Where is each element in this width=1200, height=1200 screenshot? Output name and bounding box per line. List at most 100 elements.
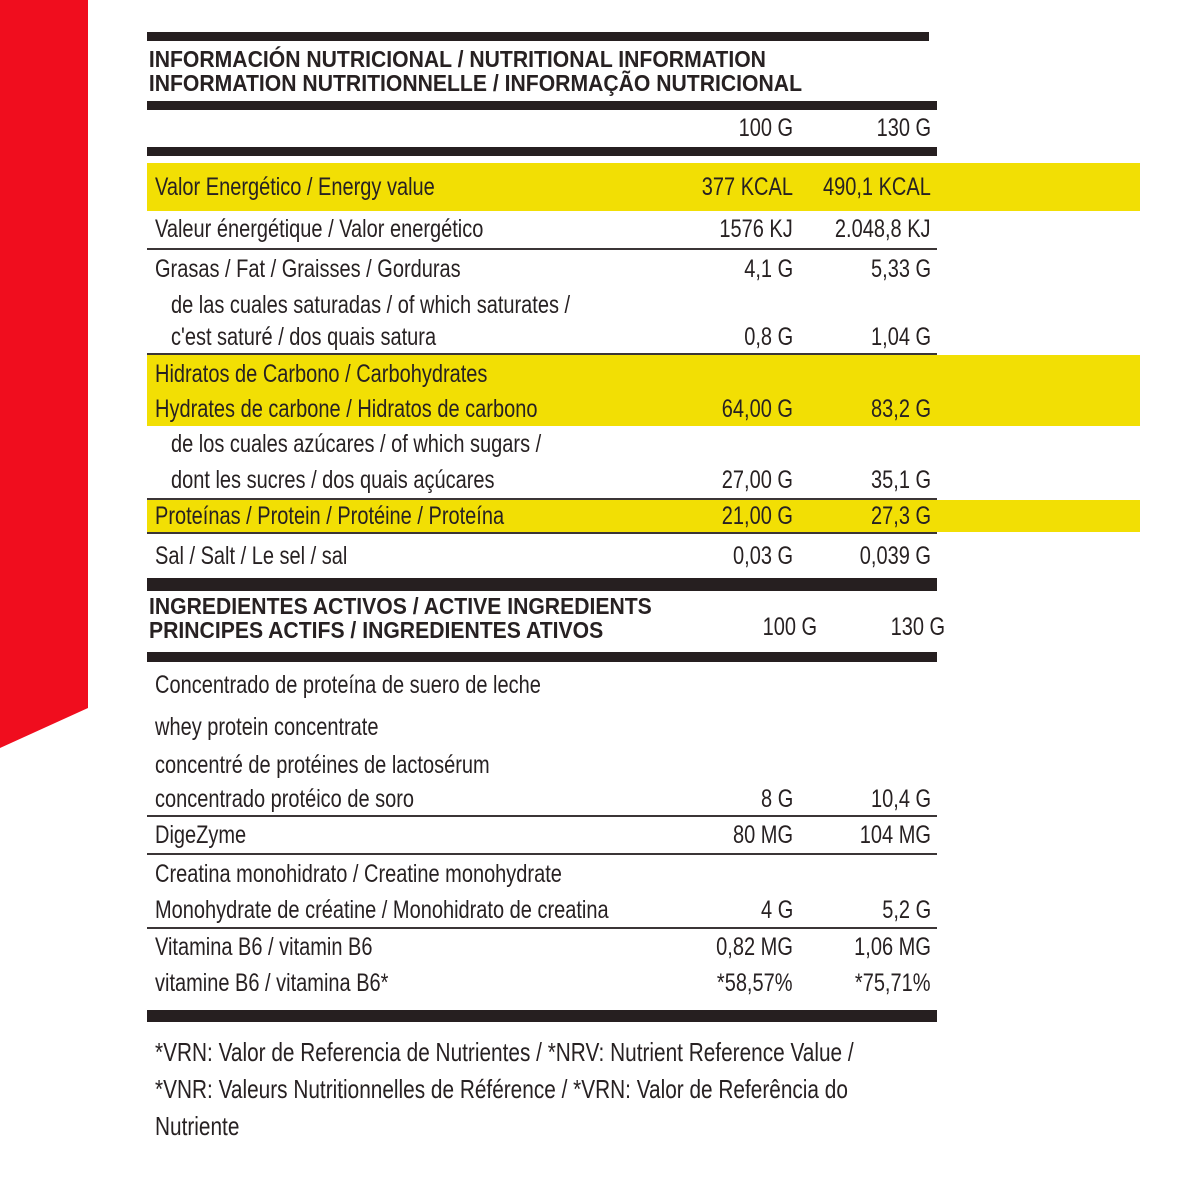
row-label: Hidratos de Carbono / Carbohydrates	[155, 359, 488, 388]
divider-bar	[147, 147, 937, 156]
row-label: Valeur énergétique / Valor energético	[155, 215, 484, 243]
row-divider-line	[147, 815, 937, 817]
row-value-130g	[793, 360, 931, 389]
row-value-100g	[663, 291, 793, 320]
table-row-protein: Proteínas / Protein / Protéine / Proteín…	[147, 500, 1140, 532]
table-row-whey-2: whey protein concentrate	[147, 708, 1140, 746]
table-row-energy-kcal: Valor Energético / Energy value 377 KCAL…	[147, 163, 1140, 211]
row-value-100g: 27,00 G	[721, 465, 793, 494]
section2-title: INGREDIENTES ACTIVOS / ACTIVE INGREDIENT…	[147, 594, 696, 642]
row-divider-line	[147, 853, 937, 855]
row-value-130g	[793, 671, 931, 700]
row-label: whey protein concentrate	[155, 712, 379, 741]
row-value-130g: 5,33 G	[870, 254, 931, 283]
footnote: *VRN: Valor de Referencia de Nutrientes …	[147, 1034, 1140, 1145]
row-value-100g: 1576 KJ	[719, 215, 793, 243]
table-row-digezyme: DigeZyme 80 MG 104 MG	[147, 817, 1140, 853]
table-row-energy-kj: Valeur énergétique / Valor energético 15…	[147, 211, 1140, 248]
row-value-130g: 1,04 G	[870, 323, 931, 351]
row-label: de los cuales azúcares / of which sugars…	[171, 429, 542, 458]
table-row-saturates-1: de las cuales saturadas / of which satur…	[147, 288, 1140, 322]
table-row-whey-3: concentré de protéines de lactosérum	[147, 746, 1140, 784]
table-row-creatine-1: Creatina monohidrato / Creatine monohydr…	[147, 855, 1140, 893]
row-value-130g: 10,4 G	[870, 785, 931, 813]
row-label: Hydrates de carbone / Hidratos de carbon…	[155, 395, 538, 423]
section1-title: INFORMACIÓN NUTRICIONAL / NUTRITIONAL IN…	[147, 41, 937, 101]
table-row-saturates-2: c'est saturé / dos quais satura 0,8 G 1,…	[147, 322, 1140, 353]
row-label: Proteínas / Protein / Protéine / Proteín…	[155, 501, 505, 530]
section1-column-header-row: 100 G 130 G	[147, 110, 1140, 147]
row-label: concentrado protéico de soro	[155, 785, 415, 813]
table-row-vitamin-b6-2: vitamine B6 / vitamina B6* *58,57% *75,7…	[147, 965, 1140, 1002]
row-value-130g: 0,039 G	[859, 541, 931, 570]
row-value-130g: 27,3 G	[870, 501, 931, 530]
row-value-130g	[793, 860, 931, 889]
section1-title-line1: INFORMACIÓN NUTRICIONAL / NUTRITIONAL IN…	[148, 46, 766, 72]
row-divider-line	[147, 927, 937, 929]
footnote-line1: *VRN: Valor de Referencia de Nutrientes …	[155, 1037, 854, 1067]
row-value-130g	[793, 430, 931, 459]
row-value-100g	[663, 671, 793, 700]
row-value-100g: 80 MG	[732, 820, 793, 849]
row-value-130g: 2.048,8 KJ	[835, 215, 931, 243]
section2-title-line2: PRINCIPES ACTIFS / INGREDIENTES ATIVOS	[149, 617, 604, 643]
row-label: vitamine B6 / vitamina B6*	[155, 969, 389, 997]
row-value-130g: 1,06 MG	[854, 932, 931, 961]
footnote-line3: Nutriente	[155, 1111, 240, 1141]
row-label: Concentrado de proteína de suero de lech…	[155, 670, 541, 699]
row-label: dont les sucres / dos quais açúcares	[171, 465, 495, 494]
column-header-100g: 100 G	[762, 613, 817, 641]
table-row-carbohydrates-1: Hidratos de Carbono / Carbohydrates	[147, 355, 1140, 393]
table-row-whey-4: concentrado protéico de soro 8 G 10,4 G	[147, 784, 1140, 815]
row-value-100g: *58,57%	[717, 969, 793, 997]
footnote-line2: *VNR: Valeurs Nutritionnelles de Référen…	[155, 1074, 848, 1104]
row-value-130g: 104 MG	[859, 820, 931, 849]
row-value-100g: 21,00 G	[721, 501, 793, 530]
row-value-130g	[793, 751, 931, 780]
table-row-fat: Grasas / Fat / Graisses / Gorduras 4,1 G…	[147, 250, 1140, 288]
divider-bar	[147, 101, 937, 110]
table-row-creatine-2: Monohydrate de créatine / Monohidrato de…	[147, 893, 1140, 927]
row-value-100g	[663, 713, 793, 742]
row-value-130g	[793, 291, 931, 320]
section1-title-line2: INFORMATION NUTRITIONNELLE / INFORMAÇÃO …	[148, 70, 803, 96]
section2-header: INGREDIENTES ACTIVOS / ACTIVE INGREDIENT…	[147, 591, 1140, 652]
top-divider-bar	[147, 32, 929, 41]
row-value-100g: 64,00 G	[721, 395, 793, 423]
row-divider-line	[147, 353, 937, 355]
row-label: Creatina monohidrato / Creatine monohydr…	[155, 859, 562, 888]
red-ribbon	[0, 0, 88, 748]
row-value-100g	[663, 430, 793, 459]
nutrition-panel: INFORMACIÓN NUTRICIONAL / NUTRITIONAL IN…	[147, 32, 1140, 1145]
row-value-130g: 83,2 G	[870, 395, 931, 423]
row-value-130g: 5,2 G	[882, 895, 931, 924]
row-label: Grasas / Fat / Graisses / Gorduras	[155, 254, 461, 283]
row-value-100g: 8 G	[760, 785, 793, 813]
row-divider-line	[147, 498, 937, 500]
row-label: Valor Energético / Energy value	[155, 172, 435, 201]
row-label: de las cuales saturadas / of which satur…	[171, 290, 571, 319]
table-row-sugars-2: dont les sucres / dos quais açúcares 27,…	[147, 462, 1140, 498]
row-value-100g	[663, 860, 793, 889]
row-label: c'est saturé / dos quais satura	[171, 323, 437, 351]
table-row-vitamin-b6-1: Vitamina B6 / vitamin B6 0,82 MG 1,06 MG	[147, 929, 1140, 965]
bottom-divider-bar	[147, 1010, 937, 1022]
table-row-sugars-1: de los cuales azúcares / of which sugars…	[147, 426, 1140, 462]
row-label: Vitamina B6 / vitamin B6	[155, 932, 373, 961]
row-value-100g: 4,1 G	[744, 254, 793, 283]
column-header-130g: 130 G	[890, 613, 946, 641]
row-label: Sal / Salt / Le sel / sal	[155, 541, 348, 570]
row-value-100g: 0,8 G	[744, 323, 793, 351]
section-divider-bar	[147, 578, 937, 591]
row-label: Monohydrate de créatine / Monohidrato de…	[155, 895, 609, 924]
row-value-100g	[663, 360, 793, 389]
row-label: DigeZyme	[155, 820, 247, 849]
row-value-130g: 490,1 KCAL	[823, 172, 931, 201]
row-divider-line	[147, 248, 937, 250]
row-value-100g: 377 KCAL	[701, 172, 793, 201]
row-value-100g	[663, 751, 793, 780]
table-row-salt: Sal / Salt / Le sel / sal 0,03 G 0,039 G	[147, 534, 1140, 578]
row-value-130g	[793, 713, 931, 742]
row-value-130g: *75,71%	[855, 969, 931, 997]
